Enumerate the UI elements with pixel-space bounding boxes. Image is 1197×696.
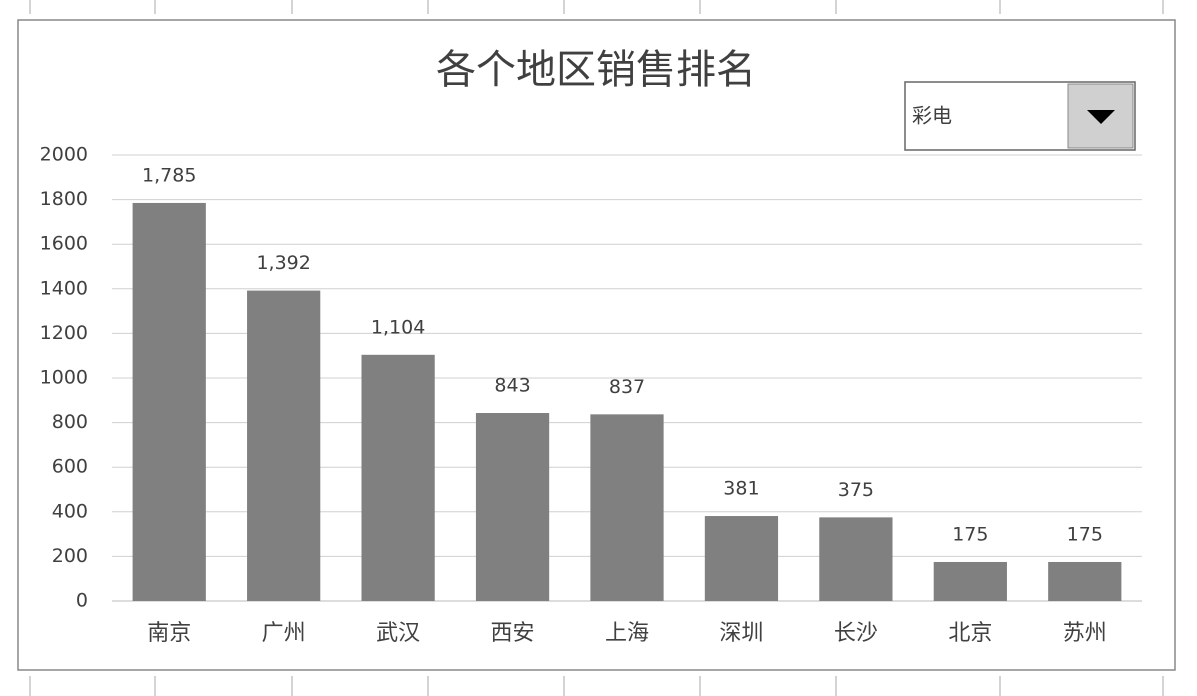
data-label: 175 <box>952 523 988 545</box>
bar <box>247 290 321 601</box>
y-tick-label: 1600 <box>40 233 88 255</box>
y-tick-label: 800 <box>52 411 88 433</box>
y-tick-label: 400 <box>52 500 88 522</box>
bar <box>704 516 779 601</box>
y-tick-label: 2000 <box>40 144 88 166</box>
data-label: 1,104 <box>371 316 425 338</box>
y-tick-label: 1000 <box>40 367 88 389</box>
bar <box>361 354 435 601</box>
data-label: 843 <box>494 375 530 397</box>
bar <box>819 517 893 601</box>
bar <box>132 202 206 601</box>
data-label: 1,392 <box>256 252 310 274</box>
x-tick-label: 南京 <box>147 621 191 646</box>
x-tick-label: 武汉 <box>376 621 420 646</box>
data-label: 175 <box>1067 523 1103 545</box>
y-tick-label: 1400 <box>40 277 88 299</box>
bar <box>1048 561 1122 601</box>
bar <box>475 413 550 601</box>
y-tick-label: 200 <box>52 545 88 567</box>
dropdown-arrow <box>1087 110 1115 124</box>
sheet-grid <box>29 0 1164 696</box>
bar <box>590 414 664 601</box>
x-tick-label: 广州 <box>262 621 306 646</box>
dropdown-value: 彩电 <box>912 104 952 128</box>
data-label: 1,785 <box>142 164 196 186</box>
dropdown[interactable]: 彩电 <box>904 81 1136 151</box>
y-tick-label: 0 <box>76 590 88 612</box>
y-tick-label: 1800 <box>40 188 88 210</box>
x-tick-label: 深圳 <box>719 621 763 646</box>
x-tick-label: 西安 <box>491 621 535 646</box>
bar <box>933 561 1007 601</box>
x-tick-label: 苏州 <box>1063 621 1107 646</box>
x-tick-label: 北京 <box>948 621 992 646</box>
y-tick-label: 600 <box>52 456 88 478</box>
data-label: 837 <box>609 376 645 398</box>
chart-title: 各个地区销售排名 <box>436 47 756 93</box>
data-label: 375 <box>838 479 874 501</box>
y-tick-label: 1200 <box>40 322 88 344</box>
data-label: 381 <box>723 478 759 500</box>
x-tick-label: 上海 <box>605 621 649 646</box>
x-tick-label: 长沙 <box>834 621 878 646</box>
